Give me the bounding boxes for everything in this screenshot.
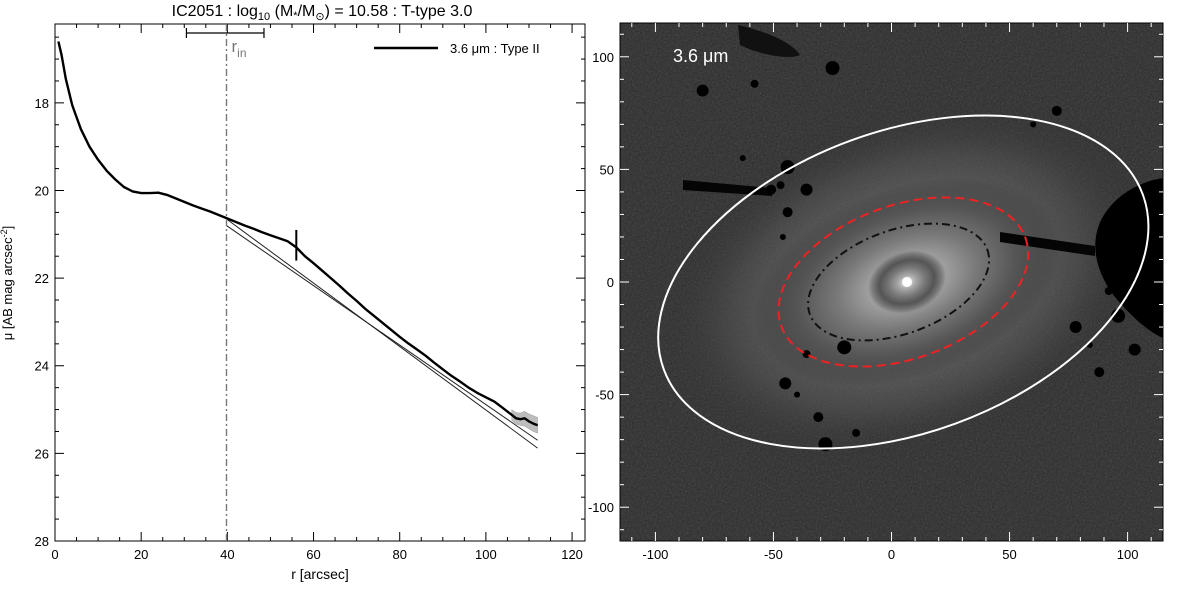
- isophote-ellipses: [657, 114, 1150, 450]
- mask-foreground-star: [1095, 178, 1163, 338]
- break-ellipse: [777, 196, 1030, 368]
- x-tick-label: 100: [475, 547, 497, 562]
- masked-star: [1104, 287, 1113, 296]
- error-band: [511, 409, 538, 434]
- masked-star: [825, 61, 840, 76]
- img-x-tick-label: 100: [1117, 547, 1139, 562]
- img-y-tick-label: -100: [588, 500, 614, 515]
- inner-ellipse: [807, 222, 991, 342]
- mask-satellite-streak-left: [683, 180, 772, 196]
- band-label: 3.6 μm: [673, 46, 728, 66]
- r-in-label: rin: [231, 37, 246, 60]
- ylabel-main: μ [AB mag arcsec: [0, 237, 15, 340]
- x-tick-label: 120: [561, 547, 583, 562]
- masked-star: [1128, 343, 1141, 356]
- profile-line: [57, 41, 539, 427]
- masked-star: [739, 155, 746, 162]
- x-tick-label: 80: [392, 547, 406, 562]
- legend-label: 3.6 μm : Type II: [450, 41, 540, 56]
- profile-panel: IC2051 : log10 (M*/M⊙) = 10.58 : T-type …: [0, 3, 586, 582]
- image-panel: -100 -50 0 50 100 -100 -50 0 50 100 3.6 μm: [588, 22, 1164, 562]
- image-axis-ticks: -100 -50 0 50 100 -100 -50 0 50 100: [588, 23, 1163, 562]
- profile-fit-lines: [226, 218, 538, 449]
- masked-star: [852, 428, 861, 437]
- legend: 3.6 μm : Type II: [374, 41, 540, 56]
- x-tick-label: 20: [134, 547, 148, 562]
- masked-star: [779, 233, 786, 240]
- masked-star: [837, 340, 852, 355]
- title-star: *: [293, 10, 298, 22]
- ylabel-end: ]: [0, 226, 15, 230]
- title-mid: (M: [270, 3, 293, 20]
- y-tick-label: 26: [35, 446, 49, 461]
- title-sun: ⊙: [315, 11, 324, 23]
- profile-plot-frame: [54, 23, 586, 542]
- profile-curve: [57, 41, 539, 427]
- masked-star: [779, 377, 792, 390]
- masked-star: [1030, 121, 1037, 128]
- title-main: IC2051 : log: [172, 3, 258, 20]
- outer-fit-line: [226, 218, 538, 449]
- masked-star: [696, 84, 709, 97]
- masked-star: [800, 183, 813, 196]
- x-tick-label: 0: [51, 547, 58, 562]
- profile-axis-ticks: 0 20 40 60 80 100 120 18 20 22 24 26 28: [35, 24, 585, 562]
- y-tick-label: 28: [35, 534, 49, 549]
- masked-star: [782, 207, 793, 218]
- img-x-tick-label: 0: [888, 547, 895, 562]
- masked-star: [1051, 105, 1062, 116]
- y-tick-label: 18: [35, 96, 49, 111]
- title-slash: /M: [298, 3, 316, 20]
- profile-markers: rin: [185, 24, 298, 541]
- masked-star: [794, 391, 801, 398]
- img-y-tick-label: 50: [600, 162, 614, 177]
- galaxy-nucleus: [902, 277, 912, 287]
- masked-star: [813, 412, 824, 423]
- masked-star: [1069, 321, 1082, 334]
- masked-star: [776, 181, 785, 190]
- img-x-tick-label: 50: [1002, 547, 1016, 562]
- masked-star: [750, 79, 759, 88]
- y-axis-label: μ [AB mag arcsec-2]: [0, 226, 15, 341]
- profile-error-band: [511, 409, 538, 434]
- img-y-tick-label: -50: [595, 388, 614, 403]
- masked-star: [766, 184, 777, 195]
- title-subscript: 10: [258, 11, 270, 23]
- masked-star: [1094, 367, 1105, 378]
- y-tick-label: 24: [35, 359, 49, 374]
- y-tick-label: 20: [35, 183, 49, 198]
- y-tick-label: 22: [35, 271, 49, 286]
- mask-satellite-streak-right: [1000, 232, 1095, 256]
- mask-regions: [683, 25, 1163, 338]
- img-y-tick-label: 100: [592, 50, 614, 65]
- inner-fit-line: [226, 225, 538, 441]
- img-y-tick-label: 0: [607, 275, 614, 290]
- chart-title: IC2051 : log10 (M*/M⊙) = 10.58 : T-type …: [172, 3, 473, 23]
- outer-ellipse: [657, 114, 1150, 450]
- band-label-main: 3.6: [673, 46, 703, 66]
- mask-corner-top-left: [738, 25, 800, 57]
- ylabel-sup: -2: [0, 229, 9, 237]
- masked-star: [802, 350, 811, 359]
- title-end: ) = 10.58 : T-type 3.0: [325, 3, 473, 20]
- band-label-unit: μm: [703, 46, 728, 66]
- x-axis-label: r [arcsec]: [291, 566, 349, 582]
- img-x-tick-label: -50: [764, 547, 783, 562]
- masked-stars: [696, 61, 1141, 452]
- x-tick-label: 40: [220, 547, 234, 562]
- x-tick-label: 60: [306, 547, 320, 562]
- img-x-tick-label: -100: [642, 547, 668, 562]
